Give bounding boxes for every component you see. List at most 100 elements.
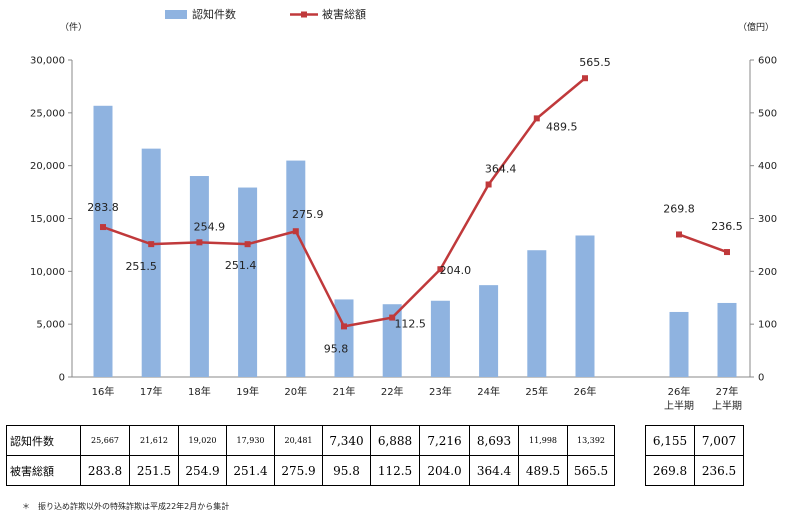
- y-right-tick-label: 100: [758, 320, 777, 331]
- table-cell: 7,216: [419, 425, 470, 456]
- line-point: [244, 241, 251, 248]
- bar: [575, 235, 595, 377]
- line-data-label: 112.5: [394, 318, 426, 331]
- table-row: 6,155 7,007: [645, 425, 744, 456]
- bar: [527, 250, 547, 377]
- table-cell: 21,612: [129, 425, 179, 456]
- bar: [189, 176, 209, 377]
- table-cell: 19,020: [178, 425, 227, 456]
- x-tick-label: 20年: [284, 385, 307, 398]
- y-right-tick-label: 500: [758, 108, 777, 119]
- table-cell: 364.4: [469, 455, 519, 486]
- y-right-tick-label: 600: [758, 56, 777, 67]
- table-cell: 251.5: [129, 455, 179, 486]
- table-cell: 8,693: [469, 425, 519, 456]
- table-cell: 7,340: [322, 425, 371, 456]
- y-left-tick-label: 0: [59, 373, 65, 384]
- x-tick-label: 16年: [92, 385, 115, 398]
- table-cell: 11,998: [518, 425, 568, 456]
- y-right-unit: （億円）: [738, 21, 774, 33]
- x-tick-label-half: 27年: [716, 385, 739, 398]
- line-point: [485, 181, 492, 188]
- bar: [93, 105, 113, 377]
- table-cell-half: 236.5: [694, 455, 744, 486]
- y-left-tick-label: 30,000: [30, 56, 65, 67]
- table-cell: 25,667: [80, 425, 130, 456]
- x-tick-label: 26年: [574, 385, 597, 398]
- table-row-label: 認知件数: [6, 425, 81, 456]
- line-data-label: 95.8: [324, 342, 349, 355]
- x-tick-label: 23年: [429, 385, 452, 398]
- line-data-label-half: 269.8: [663, 202, 695, 215]
- x-tick-label: 21年: [333, 385, 356, 398]
- line-point: [341, 323, 347, 330]
- line-point: [100, 224, 106, 231]
- table-row: 被害総額 283.8 251.5 254.9 251.4 275.9 95.8 112.5 20…: [6, 455, 615, 486]
- x-tick-label-half: 26年: [668, 385, 691, 398]
- table-cell: 254.9: [178, 455, 227, 486]
- bar: [286, 160, 306, 377]
- table-cell: 20,481: [274, 425, 323, 456]
- y-right-tick-label: 400: [758, 161, 777, 172]
- y-left-tick-label: 10,000: [30, 267, 65, 278]
- line-data-label: 204.0: [440, 264, 472, 277]
- y-left-tick-label: 20,000: [30, 161, 65, 172]
- x-tick-label: 18年: [188, 385, 211, 398]
- line-point: [389, 314, 396, 321]
- y-left-tick-label: 25,000: [30, 108, 65, 119]
- y-left-tick-label: 5,000: [36, 320, 65, 331]
- table-row: 認知件数 25,667 21,612 19,020 17,930 20,481 7,340 6…: [6, 425, 615, 456]
- table-cell: 17,930: [226, 425, 275, 456]
- line-data-label: 251.5: [125, 260, 157, 273]
- line-point: [437, 266, 444, 273]
- footnote: ＊ 振り込め詐欺以外の特殊詐欺は平成22年2月から集計: [22, 502, 230, 511]
- y-left-unit: （件）: [60, 21, 87, 33]
- x-tick-label-half-sub: 上半期: [712, 399, 742, 410]
- table-cell: 95.8: [322, 455, 371, 486]
- line-series-half: [678, 233, 728, 254]
- bar: [382, 304, 402, 377]
- table-cell: 251.4: [226, 455, 275, 486]
- legend-line-marker: [301, 11, 307, 18]
- line-point-half: [676, 231, 682, 238]
- bar-half: [669, 311, 689, 377]
- line-data-label: 275.9: [292, 208, 324, 221]
- y-right-tick-label: 300: [758, 214, 777, 225]
- x-tick-label: 24年: [477, 385, 500, 398]
- table-cell-half: 269.8: [645, 455, 695, 486]
- legend-bar-label: 認知件数: [192, 7, 236, 21]
- bar: [430, 300, 450, 377]
- line-data-label: 364.4: [485, 162, 517, 175]
- y-right-tick-label: 200: [758, 267, 777, 278]
- table-cell: 275.9: [274, 455, 323, 486]
- table-row-label: 被害総額: [6, 455, 81, 486]
- table-cell: 565.5: [567, 455, 615, 486]
- line-series-annual: [102, 77, 586, 328]
- table-cell: 489.5: [518, 455, 568, 486]
- data-table-annual: 認知件数 25,667 21,612 19,020 17,930 20,481 7,340 6…: [6, 425, 615, 486]
- table-cell: 6,888: [370, 425, 420, 456]
- data-table-half: 6,155 7,007 269.8 236.5: [645, 425, 744, 486]
- table-cell-half: 6,155: [645, 425, 695, 456]
- legend-line-label: 被害総額: [322, 7, 366, 21]
- line-point: [582, 75, 588, 82]
- table-cell: 283.8: [80, 455, 130, 486]
- legend-bar-swatch: [165, 10, 187, 19]
- line-data-label: 254.9: [194, 220, 226, 233]
- x-tick-label: 22年: [381, 385, 404, 398]
- x-tick-label: 25年: [525, 385, 548, 398]
- table-cell: 112.5: [370, 455, 420, 486]
- combo-chart: 0 5,000 10,000 15,000 20,000 25,000 30,000 0 100…: [30, 7, 777, 410]
- table-cell-half: 7,007: [694, 425, 744, 456]
- line-point: [533, 115, 540, 122]
- line-point: [292, 228, 299, 235]
- line-data-label: 251.4: [225, 259, 257, 272]
- line-point-half: [724, 249, 730, 256]
- bar: [479, 285, 499, 377]
- x-tick-label: 17年: [140, 385, 163, 398]
- x-tick-label: 19年: [236, 385, 259, 398]
- line-data-label: 565.5: [579, 56, 611, 69]
- line-point: [196, 239, 203, 246]
- line-data-label: 489.5: [546, 120, 578, 133]
- y-left-tick-label: 15,000: [30, 214, 65, 225]
